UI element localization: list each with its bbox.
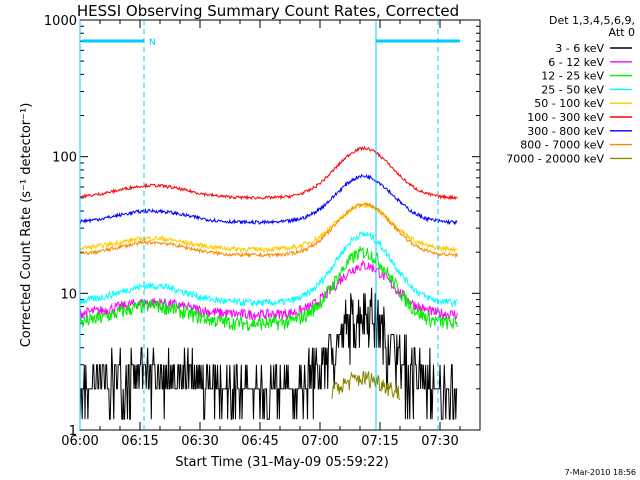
y-tick-label: 100 xyxy=(52,151,77,166)
series-line xyxy=(79,201,458,259)
legend-item-label: 800 - 7000 keV xyxy=(520,139,604,152)
series-line xyxy=(79,230,458,308)
series-line xyxy=(79,259,458,321)
series-line xyxy=(331,370,401,401)
y-tick-label: 1 xyxy=(69,424,77,439)
legend-item-label: 100 - 300 keV xyxy=(527,111,604,124)
series-line xyxy=(79,246,458,332)
series-line xyxy=(79,145,458,201)
series-layer xyxy=(79,145,458,420)
saa-label: N xyxy=(149,38,156,48)
legend-header-1: Det 1,3,4,5,6,9, xyxy=(549,14,635,27)
axis-ticks: 06:00 06:15 06:30 06:45 07:00 07:15 07:30 1 10 10… xyxy=(44,14,481,449)
timestamp: 7-Mar-2010 18:56 xyxy=(565,468,636,477)
series-line xyxy=(79,287,458,420)
attenuator-markers: N xyxy=(79,20,460,430)
legend-item-label: 12 - 25 keV xyxy=(541,70,604,83)
x-tick-label: 06:45 xyxy=(241,434,278,449)
legend-item-label: 50 - 100 keV xyxy=(534,97,604,110)
x-tick-label: 06:15 xyxy=(121,434,158,449)
x-tick-label: 06:30 xyxy=(181,434,218,449)
legend-header-2: Att 0 xyxy=(609,26,635,39)
legend-item-label: 6 - 12 keV xyxy=(548,56,604,69)
x-tick-label: 07:00 xyxy=(301,434,338,449)
legend-item-label: 25 - 50 keV xyxy=(541,83,604,96)
x-axis-label: Start Time (31-May-09 05:59:22) xyxy=(175,455,389,470)
series-line xyxy=(79,202,458,253)
legend-item-label: 7000 - 20000 keV xyxy=(506,152,604,165)
chart-title: HESSI Observing Summary Count Rates, Cor… xyxy=(77,2,459,20)
series-line xyxy=(79,173,458,226)
y-tick-label: 10 xyxy=(60,287,77,302)
y-axis-label: Corrected Count Rate (s⁻¹ detector⁻¹) xyxy=(19,103,34,348)
x-tick-label: 07:30 xyxy=(421,434,458,449)
legend-item-label: 3 - 6 keV xyxy=(555,42,604,55)
x-tick-label: 07:15 xyxy=(361,434,398,449)
x-tick-label: 06:00 xyxy=(61,434,98,449)
y-tick-label: 1000 xyxy=(44,14,77,29)
legend-item-label: 300 - 800 keV xyxy=(527,125,604,138)
